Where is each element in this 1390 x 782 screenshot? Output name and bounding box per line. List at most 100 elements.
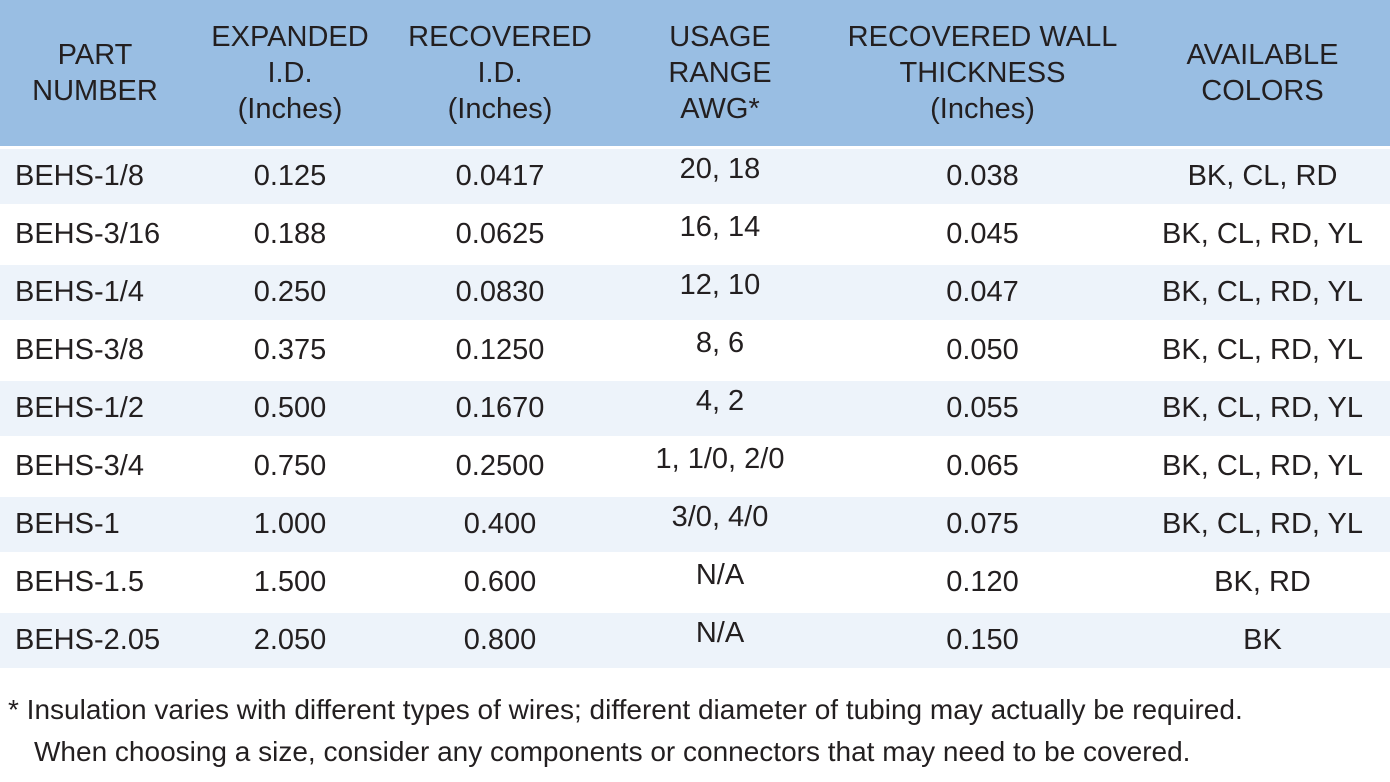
cell-text: BEHS-1 bbox=[15, 508, 120, 540]
cell-text: 12, 10 bbox=[679, 269, 761, 301]
specification-table: PART NUMBER EXPANDED I.D. (Inches) RECOV… bbox=[0, 0, 1390, 668]
cell-recovered-id: 0.600 bbox=[390, 555, 610, 610]
cell-expanded-id: 0.125 bbox=[190, 149, 390, 204]
cell-part-number: BEHS-1 bbox=[0, 497, 190, 552]
table-row: BEHS-1/4 0.250 0.0830 12, 10 0.047 BK, CL, RD… bbox=[0, 265, 1390, 320]
cell-expanded-id: 1.500 bbox=[190, 555, 390, 610]
cell-text: 0.1670 bbox=[455, 392, 545, 424]
cell-text: 0.125 bbox=[253, 160, 327, 192]
cell-available-colors: BK, CL, RD, YL bbox=[1135, 497, 1390, 552]
cell-text: 0.065 bbox=[946, 450, 1019, 482]
cell-usage-range: 8, 6 bbox=[610, 323, 830, 378]
cell-text: 0.0417 bbox=[455, 160, 545, 192]
cell-text: 20, 18 bbox=[679, 153, 761, 185]
cell-usage-range: 4, 2 bbox=[610, 381, 830, 436]
table-row: BEHS-1/8 0.125 0.0417 20, 18 0.038 BK, CL, RD bbox=[0, 149, 1390, 204]
cell-wall-thickness: 0.055 bbox=[830, 381, 1135, 436]
cell-wall-thickness: 0.065 bbox=[830, 439, 1135, 494]
cell-text: BEHS-1/8 bbox=[15, 160, 144, 192]
table-body: BEHS-1/8 0.125 0.0417 20, 18 0.038 BK, CL, RD… bbox=[0, 149, 1390, 668]
cell-text: 0.150 bbox=[946, 624, 1019, 656]
cell-text: BK, CL, RD, YL bbox=[1162, 218, 1363, 250]
cell-text: BEHS-2.05 bbox=[15, 624, 161, 656]
table-row: BEHS-1 1.000 0.400 3/0, 4/0 0.075 BK, CL, RD,… bbox=[0, 497, 1390, 552]
cell-text: 0.250 bbox=[253, 276, 327, 308]
header-part-number: PART NUMBER bbox=[0, 0, 190, 146]
header-expanded-id: EXPANDED I.D. (Inches) bbox=[190, 0, 390, 146]
cell-text: 0.0830 bbox=[455, 276, 545, 308]
header-usage-range: USAGE RANGE AWG* bbox=[610, 0, 830, 146]
cell-part-number: BEHS-3/4 bbox=[0, 439, 190, 494]
cell-text: BK, RD bbox=[1214, 566, 1311, 598]
cell-text: 1.500 bbox=[253, 566, 327, 598]
cell-wall-thickness: 0.047 bbox=[830, 265, 1135, 320]
footnote: * Insulation varies with different types… bbox=[8, 694, 1243, 767]
cell-available-colors: BK, RD bbox=[1135, 555, 1390, 610]
cell-part-number: BEHS-2.05 bbox=[0, 613, 190, 668]
cell-usage-range: N/A bbox=[610, 613, 830, 668]
cell-usage-range: 20, 18 bbox=[610, 149, 830, 204]
cell-part-number: BEHS-1.5 bbox=[0, 555, 190, 610]
cell-recovered-id: 0.0830 bbox=[390, 265, 610, 320]
cell-text: 0.047 bbox=[946, 276, 1019, 308]
cell-text: 0.0625 bbox=[455, 218, 545, 250]
cell-wall-thickness: 0.050 bbox=[830, 323, 1135, 378]
table-row: BEHS-2.05 2.050 0.800 N/A 0.150 BK bbox=[0, 613, 1390, 668]
cell-available-colors: BK, CL, RD, YL bbox=[1135, 265, 1390, 320]
cell-text: 0.045 bbox=[946, 218, 1019, 250]
table-header-row: PART NUMBER EXPANDED I.D. (Inches) RECOV… bbox=[0, 0, 1390, 146]
cell-text: 0.375 bbox=[253, 334, 327, 366]
header-recovered-id: RECOVERED I.D. (Inches) bbox=[390, 0, 610, 146]
cell-text: 0.2500 bbox=[455, 450, 545, 482]
cell-available-colors: BK, CL, RD, YL bbox=[1135, 207, 1390, 262]
cell-text: 1, 1/0, 2/0 bbox=[655, 443, 785, 475]
cell-available-colors: BK, CL, RD, YL bbox=[1135, 323, 1390, 378]
cell-expanded-id: 0.188 bbox=[190, 207, 390, 262]
cell-available-colors: BK, CL, RD bbox=[1135, 149, 1390, 204]
cell-usage-range: 16, 14 bbox=[610, 207, 830, 262]
cell-text: BK, CL, RD, YL bbox=[1162, 334, 1363, 366]
cell-text: 0.1250 bbox=[455, 334, 545, 366]
cell-recovered-id: 0.0417 bbox=[390, 149, 610, 204]
cell-text: 0.750 bbox=[253, 450, 327, 482]
table-row: BEHS-1/2 0.500 0.1670 4, 2 0.055 BK, CL, RD, … bbox=[0, 381, 1390, 436]
cell-text: BEHS-3/8 bbox=[15, 334, 144, 366]
cell-text: N/A bbox=[695, 559, 745, 591]
cell-recovered-id: 0.0625 bbox=[390, 207, 610, 262]
cell-text: 0.055 bbox=[946, 392, 1019, 424]
table-row: BEHS-1.5 1.500 0.600 N/A 0.120 BK, RD bbox=[0, 555, 1390, 610]
cell-text: 8, 6 bbox=[695, 327, 745, 359]
cell-expanded-id: 2.050 bbox=[190, 613, 390, 668]
cell-expanded-id: 0.500 bbox=[190, 381, 390, 436]
cell-text: BK bbox=[1243, 624, 1282, 656]
cell-text: BK, CL, RD, YL bbox=[1162, 508, 1363, 540]
cell-text: 16, 14 bbox=[679, 211, 761, 243]
cell-text: 0.120 bbox=[946, 566, 1019, 598]
cell-text: BK, CL, RD bbox=[1187, 160, 1338, 192]
cell-usage-range: 1, 1/0, 2/0 bbox=[610, 439, 830, 494]
cell-wall-thickness: 0.038 bbox=[830, 149, 1135, 204]
cell-wall-thickness: 0.045 bbox=[830, 207, 1135, 262]
cell-text: BEHS-1/2 bbox=[15, 392, 144, 424]
cell-part-number: BEHS-1/8 bbox=[0, 149, 190, 204]
cell-text: BEHS-3/16 bbox=[15, 218, 161, 250]
table-row: BEHS-3/8 0.375 0.1250 8, 6 0.050 BK, CL, RD, … bbox=[0, 323, 1390, 378]
cell-text: BEHS-1/4 bbox=[15, 276, 144, 308]
cell-part-number: BEHS-1/4 bbox=[0, 265, 190, 320]
table-row: BEHS-3/16 0.188 0.0625 16, 14 0.045 BK, CL, R… bbox=[0, 207, 1390, 262]
cell-text: 4, 2 bbox=[695, 385, 745, 417]
cell-text: 0.800 bbox=[463, 624, 537, 656]
cell-part-number: BEHS-3/16 bbox=[0, 207, 190, 262]
cell-available-colors: BK, CL, RD, YL bbox=[1135, 381, 1390, 436]
cell-wall-thickness: 0.120 bbox=[830, 555, 1135, 610]
cell-recovered-id: 0.2500 bbox=[390, 439, 610, 494]
cell-text: N/A bbox=[695, 617, 745, 649]
cell-text: 0.188 bbox=[253, 218, 327, 250]
cell-recovered-id: 0.1250 bbox=[390, 323, 610, 378]
cell-usage-range: 3/0, 4/0 bbox=[610, 497, 830, 552]
cell-part-number: BEHS-1/2 bbox=[0, 381, 190, 436]
cell-text: 0.050 bbox=[946, 334, 1019, 366]
cell-text: 0.075 bbox=[946, 508, 1019, 540]
cell-text: BK, CL, RD, YL bbox=[1162, 450, 1363, 482]
cell-text: 0.400 bbox=[463, 508, 537, 540]
